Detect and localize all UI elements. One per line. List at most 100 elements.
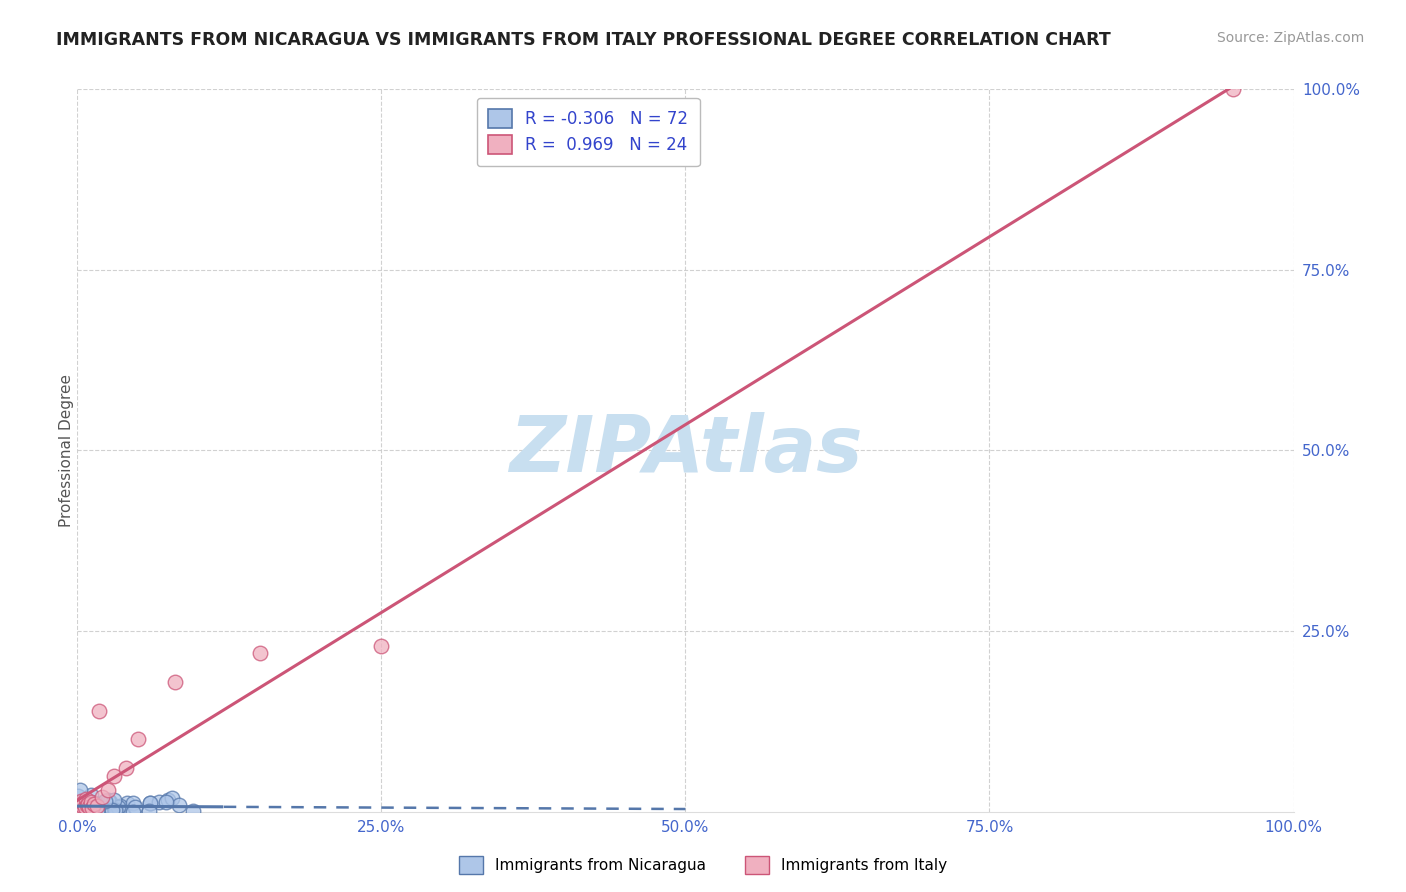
Point xyxy=(90,802,112,816)
Point xyxy=(86,799,108,814)
Text: IMMIGRANTS FROM NICARAGUA VS IMMIGRANTS FROM ITALY PROFESSIONAL DEGREE CORRELATI: IMMIGRANTS FROM NICARAGUA VS IMMIGRANTS … xyxy=(56,31,1111,49)
Point xyxy=(98,795,121,809)
Text: Source: ZipAtlas.com: Source: ZipAtlas.com xyxy=(1216,31,1364,45)
Point xyxy=(139,796,162,810)
Point xyxy=(160,790,183,805)
Point xyxy=(83,798,105,813)
Point xyxy=(80,799,103,814)
Point xyxy=(80,795,103,809)
Point xyxy=(90,801,112,815)
Point xyxy=(80,795,103,809)
Point xyxy=(70,799,93,814)
Point xyxy=(75,804,97,818)
Point xyxy=(77,797,100,811)
Point xyxy=(163,674,186,689)
Point xyxy=(79,799,101,814)
Point xyxy=(69,783,91,797)
Point xyxy=(148,796,170,810)
Point xyxy=(89,804,111,818)
Point xyxy=(84,800,107,814)
Point xyxy=(138,804,160,818)
Point xyxy=(183,804,205,818)
Point xyxy=(167,798,190,813)
Point xyxy=(86,797,108,812)
Point xyxy=(80,801,103,815)
Point xyxy=(105,801,128,815)
Point xyxy=(112,801,135,815)
Point xyxy=(89,804,111,818)
Point xyxy=(1222,82,1244,96)
Point xyxy=(108,798,131,813)
Point xyxy=(139,796,162,810)
Point xyxy=(69,801,91,815)
Point xyxy=(75,791,97,805)
Point xyxy=(72,803,94,817)
Point xyxy=(76,804,98,818)
Point xyxy=(103,792,125,806)
Point xyxy=(67,797,90,812)
Point xyxy=(72,796,94,810)
Legend: R = -0.306   N = 72, R =  0.969   N = 24: R = -0.306 N = 72, R = 0.969 N = 24 xyxy=(477,97,700,166)
Point xyxy=(87,801,110,815)
Point xyxy=(79,799,101,814)
Point xyxy=(76,801,98,815)
Text: ZIPAtlas: ZIPAtlas xyxy=(509,412,862,489)
Point xyxy=(80,796,103,810)
Point xyxy=(97,793,120,807)
Point xyxy=(155,795,177,809)
Point xyxy=(104,803,127,817)
Point xyxy=(127,732,149,747)
Point xyxy=(75,803,97,817)
Point xyxy=(70,803,93,817)
Point xyxy=(70,794,93,808)
Point xyxy=(77,801,100,815)
Point xyxy=(89,704,111,718)
Point xyxy=(83,797,105,812)
Point xyxy=(83,800,105,814)
Point xyxy=(76,805,98,819)
Point xyxy=(67,789,90,803)
Point xyxy=(89,805,111,819)
Point xyxy=(70,797,93,812)
Point xyxy=(101,804,124,818)
Point xyxy=(77,797,100,812)
Point xyxy=(73,800,96,814)
Y-axis label: Professional Degree: Professional Degree xyxy=(59,374,73,527)
Point xyxy=(249,646,271,660)
Point xyxy=(80,789,103,803)
Point xyxy=(121,797,143,811)
Point xyxy=(83,797,105,811)
Point xyxy=(124,800,146,814)
Legend: Immigrants from Nicaragua, Immigrants from Italy: Immigrants from Nicaragua, Immigrants fr… xyxy=(453,850,953,880)
Point xyxy=(94,805,117,819)
Point xyxy=(69,803,91,817)
Point xyxy=(107,799,129,814)
Point xyxy=(83,796,105,810)
Point xyxy=(83,804,105,818)
Point xyxy=(67,800,90,814)
Point xyxy=(76,798,98,813)
Point xyxy=(157,792,180,806)
Point xyxy=(101,801,124,815)
Point xyxy=(115,761,138,775)
Point xyxy=(87,802,110,816)
Point xyxy=(73,792,96,806)
Point xyxy=(87,802,110,816)
Point xyxy=(93,794,115,808)
Point xyxy=(84,798,107,813)
Point xyxy=(103,769,125,783)
Point xyxy=(97,783,120,797)
Point xyxy=(111,805,134,819)
Point xyxy=(67,801,90,815)
Point xyxy=(86,802,108,816)
Point xyxy=(115,796,138,810)
Point xyxy=(370,639,392,653)
Point xyxy=(122,805,145,819)
Point xyxy=(84,804,107,818)
Point xyxy=(69,803,91,817)
Point xyxy=(66,796,89,810)
Point xyxy=(73,795,96,809)
Point xyxy=(91,801,114,815)
Point xyxy=(104,803,127,817)
Point xyxy=(86,804,108,818)
